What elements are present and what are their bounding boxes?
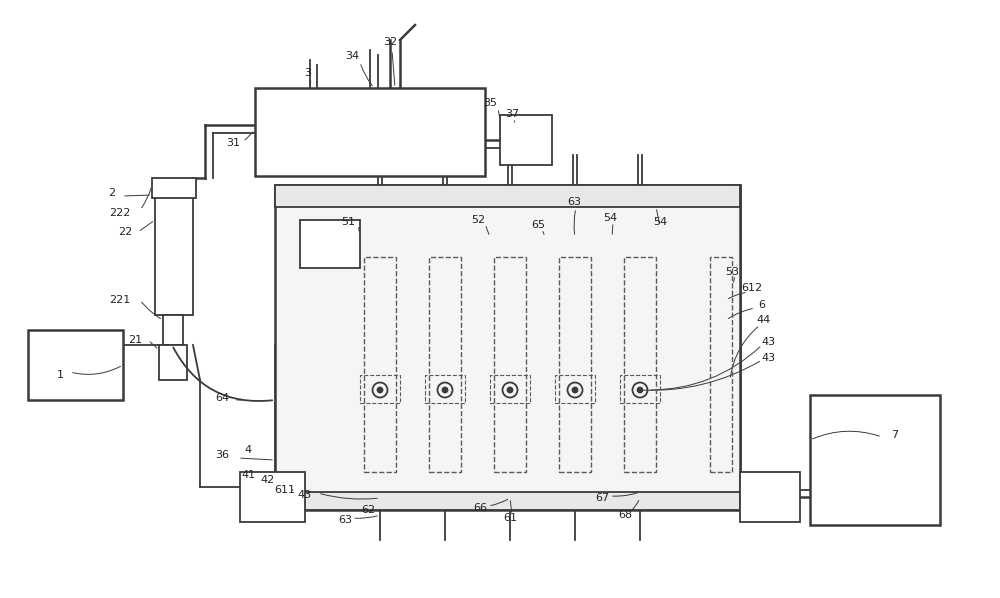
Bar: [500, 115, 552, 165]
Text: 2: 2: [108, 188, 116, 198]
Text: 52: 52: [471, 215, 485, 225]
Text: 62: 62: [361, 505, 375, 515]
Bar: [255, 88, 485, 176]
Text: 34: 34: [345, 51, 359, 61]
Text: 44: 44: [757, 315, 771, 325]
Text: 3: 3: [304, 68, 312, 78]
Bar: [240, 472, 305, 522]
Bar: [152, 178, 196, 198]
Text: 64: 64: [215, 393, 229, 403]
Text: 43: 43: [298, 490, 312, 500]
Circle shape: [378, 388, 382, 392]
Text: 7: 7: [891, 430, 899, 440]
Bar: [490, 375, 530, 403]
Bar: [360, 375, 400, 403]
Bar: [494, 257, 526, 472]
Text: 221: 221: [109, 295, 131, 305]
Text: 32: 32: [383, 37, 397, 47]
Text: 43: 43: [761, 337, 775, 347]
Bar: [163, 315, 183, 345]
Bar: [740, 472, 800, 522]
Text: 43: 43: [761, 353, 775, 363]
Text: 222: 222: [109, 208, 131, 218]
Text: 68: 68: [618, 510, 632, 520]
Bar: [275, 492, 740, 510]
Text: 53: 53: [725, 267, 739, 277]
Text: 65: 65: [531, 220, 545, 230]
Circle shape: [508, 388, 512, 392]
Text: 36: 36: [215, 450, 229, 460]
Text: 1: 1: [56, 370, 64, 380]
Text: 66: 66: [473, 503, 487, 513]
Bar: [624, 257, 656, 472]
Bar: [559, 257, 591, 472]
Text: 67: 67: [595, 493, 609, 503]
Bar: [159, 345, 187, 380]
Text: 54: 54: [653, 217, 667, 227]
Text: 611: 611: [274, 485, 296, 495]
Text: 35: 35: [483, 98, 497, 108]
Text: 54: 54: [603, 213, 617, 223]
Text: 51: 51: [341, 217, 355, 227]
Bar: [710, 257, 732, 472]
Text: 42: 42: [261, 475, 275, 485]
Bar: [810, 395, 940, 525]
Bar: [300, 220, 360, 268]
Bar: [275, 185, 740, 207]
Text: 21: 21: [128, 335, 142, 345]
Bar: [429, 257, 461, 472]
Text: 37: 37: [505, 109, 519, 119]
Bar: [275, 185, 740, 510]
Bar: [425, 375, 465, 403]
Circle shape: [572, 388, 578, 392]
Circle shape: [638, 388, 642, 392]
Text: 612: 612: [741, 283, 763, 293]
Circle shape: [442, 388, 448, 392]
Text: 63: 63: [338, 515, 352, 525]
Text: 63: 63: [567, 197, 581, 207]
Bar: [364, 257, 396, 472]
Bar: [620, 375, 660, 403]
Text: 4: 4: [244, 445, 252, 455]
Text: 41: 41: [241, 470, 255, 480]
Bar: [28, 330, 123, 400]
Text: 6: 6: [759, 300, 766, 310]
Bar: [155, 195, 193, 315]
Text: 61: 61: [503, 513, 517, 523]
Text: 22: 22: [118, 227, 132, 237]
Bar: [555, 375, 595, 403]
Text: 31: 31: [226, 138, 240, 148]
